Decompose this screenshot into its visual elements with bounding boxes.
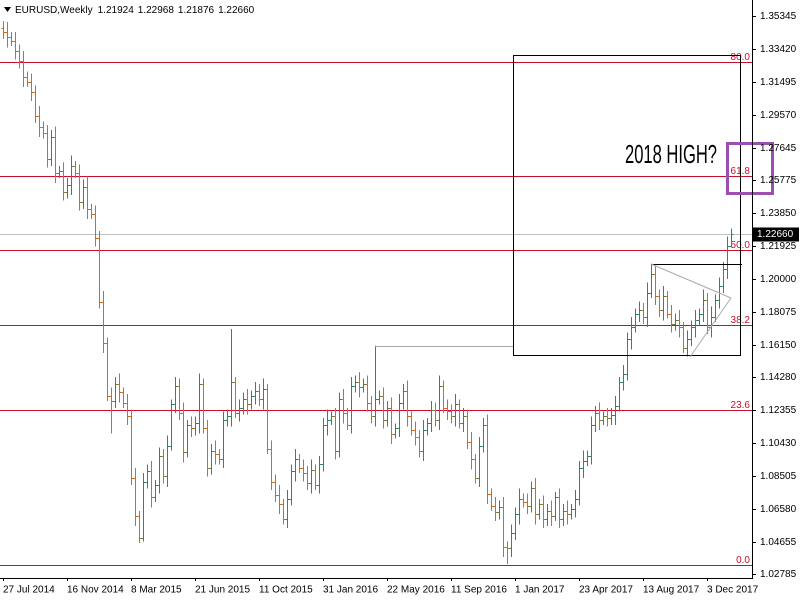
y-tick-label: 1.02785 (760, 569, 797, 580)
x-tick-label: 21 Jun 2015 (195, 585, 250, 596)
y-tick-label: 1.14280 (760, 372, 797, 383)
x-tick-label: 8 Mar 2015 (131, 585, 182, 596)
y-tick-label: 1.29570 (760, 110, 797, 121)
readout-low: 1.21876 (178, 5, 215, 16)
last-price-box (753, 227, 799, 242)
last-price-label: 1.22660 (757, 229, 794, 240)
y-tick-label: 1.18075 (760, 307, 797, 318)
y-tick-label: 1.21925 (760, 241, 797, 252)
menu-arrow[interactable] (4, 7, 11, 12)
x-tick-label: 3 Dec 2017 (707, 585, 759, 596)
y-tick-label: 1.31495 (760, 77, 797, 88)
y-tick-label: 1.35345 (760, 11, 797, 22)
y-tick-label: 1.25775 (760, 175, 797, 186)
fibo-label: 23.6 (731, 400, 751, 411)
triangle-line (650, 263, 732, 299)
x-tick-label: 22 May 2016 (387, 585, 445, 596)
x-tick-label: 13 Aug 2017 (643, 585, 700, 596)
y-tick-label: 1.06580 (760, 504, 797, 515)
readout-high: 1.22968 (138, 5, 175, 16)
x-tick-label: 1 Jan 2017 (515, 585, 565, 596)
annotation: 2018 HIGH? (625, 139, 717, 169)
study-rectangle (513, 55, 741, 356)
y-tick-label: 1.27645 (760, 143, 797, 154)
y-tick-label: 1.20000 (760, 274, 797, 285)
x-tick-label: 27 Jul 2014 (3, 585, 55, 596)
x-tick-label: 23 Apr 2017 (579, 585, 633, 596)
x-tick-label: 11 Sep 2016 (451, 585, 507, 596)
chart-title: EURUSD,Weekly (15, 5, 93, 16)
y-tick-label: 1.23850 (760, 208, 797, 219)
y-tick-label: 1.12355 (760, 405, 797, 416)
highlight-box (726, 142, 774, 195)
y-tick-label: 1.04655 (760, 537, 797, 548)
readout-close: 1.22660 (218, 5, 255, 16)
y-tick-label: 1.10430 (760, 438, 797, 449)
x-tick-label: 16 Nov 2014 (67, 585, 124, 596)
x-tick-label: 31 Jan 2016 (323, 585, 378, 596)
chart-header: EURUSD,Weekly 1.21924 1.22968 1.21876 1.2266… (15, 5, 255, 16)
y-tick-label: 1.16150 (760, 340, 797, 351)
y-tick-label: 1.33420 (760, 44, 797, 55)
readout-open: 1.21924 (98, 5, 135, 16)
bars-layer (1, 21, 734, 564)
triangle-line (689, 297, 732, 358)
fibo-label: 0.0 (736, 555, 750, 566)
x-tick-label: 11 Oct 2015 (259, 585, 313, 596)
axis-layer: 1.35345 1.33420 1.31495 1.29570 1.27645 1.257… (3, 11, 799, 596)
y-tick-label: 1.08505 (760, 471, 797, 482)
